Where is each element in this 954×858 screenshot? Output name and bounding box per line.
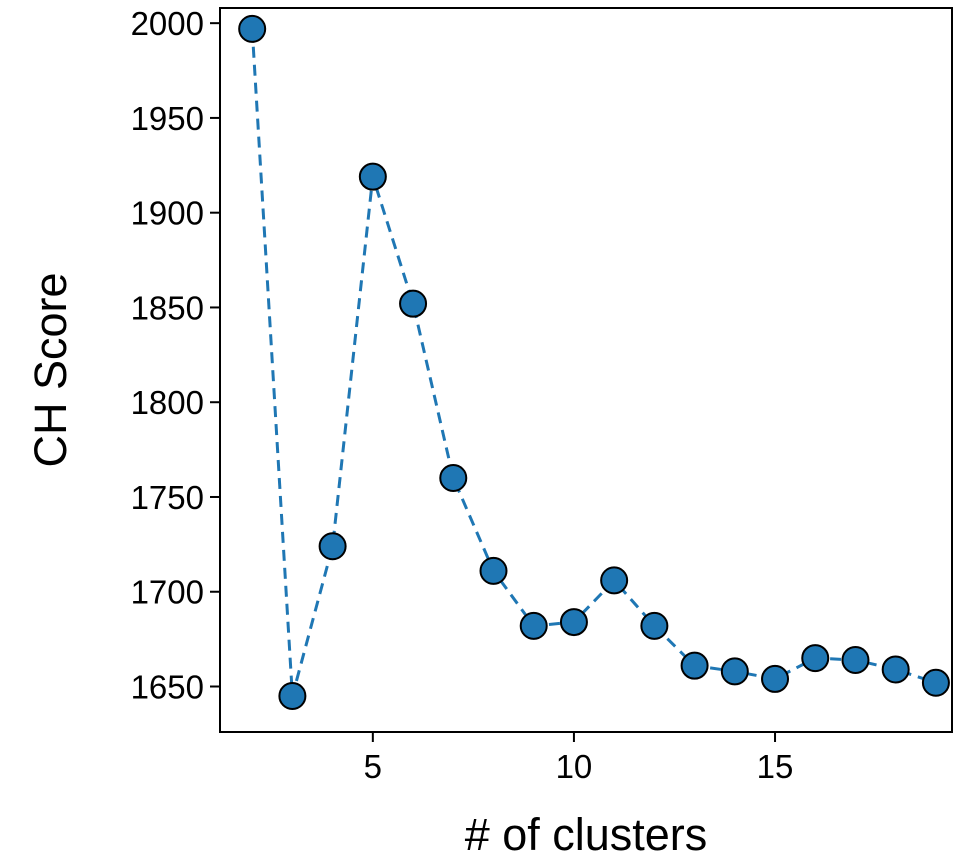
data-point — [318, 532, 347, 561]
y-tick-label: 1850 — [131, 289, 204, 326]
data-point — [720, 657, 749, 686]
y-tick-label: 1650 — [131, 669, 204, 706]
data-point — [559, 608, 588, 637]
data-point — [881, 655, 910, 684]
data-point — [358, 162, 387, 191]
data-point — [439, 464, 468, 493]
plot-layer: 5 10 15 1650 1700 1750 1800 1850 1900 1950 2000 — [131, 5, 953, 785]
data-point — [479, 556, 508, 585]
plot-area-frame — [219, 7, 953, 733]
data-point — [278, 681, 307, 710]
x-tick-label: 10 — [556, 748, 593, 785]
data-point — [761, 664, 790, 693]
x-tick-label: 5 — [364, 748, 382, 785]
data-point — [238, 14, 267, 43]
x-axis-title: # of clusters — [465, 809, 708, 858]
x-tick-label: 15 — [757, 748, 794, 785]
y-tick-label: 1800 — [131, 384, 204, 421]
y-tick-label: 1750 — [131, 479, 204, 516]
data-point — [519, 611, 548, 640]
y-axis-title: CH Score — [25, 272, 76, 467]
series-line — [250, 28, 937, 697]
y-tick-label: 1950 — [131, 100, 204, 137]
data-point — [680, 651, 709, 680]
data-point — [801, 644, 830, 673]
data-point — [640, 611, 669, 640]
data-point — [841, 645, 870, 674]
y-tick-label: 1700 — [131, 574, 204, 611]
data-point — [399, 289, 428, 318]
y-tick-label: 1900 — [131, 195, 204, 232]
data-point — [600, 566, 629, 595]
data-point — [921, 668, 950, 697]
y-tick-label: 2000 — [131, 5, 204, 42]
